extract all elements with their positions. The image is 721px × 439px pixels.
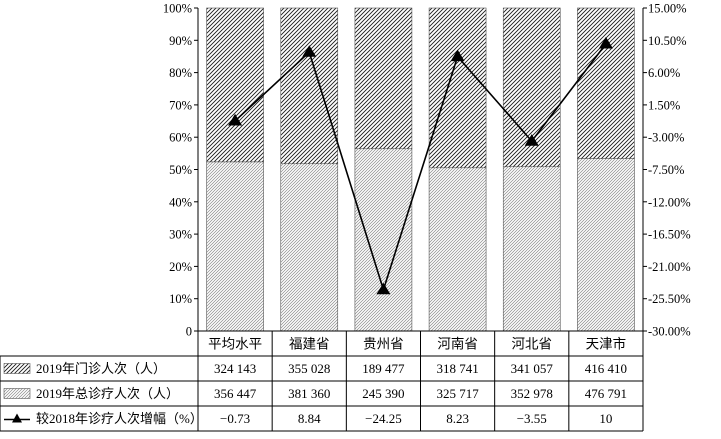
data-label: 476 791: [585, 386, 627, 401]
series-name: 较2018年诊疗人次增幅（%）: [36, 411, 203, 426]
right-axis-tick-label: -3.00%: [648, 131, 684, 145]
data-label: 8.23: [446, 411, 469, 426]
triangle-marker: [450, 49, 465, 62]
bar-total-visits: [354, 148, 413, 332]
right-axis-tick-label: 1.50%: [648, 98, 680, 112]
bar-outpatient-visits: [428, 7, 487, 169]
data-table: 平均水平 福建省 贵州省 河南省 河北省 天津市 2019年门诊人次（人） 324 143 35…: [0, 330, 644, 432]
data-label: 324 143: [214, 361, 256, 376]
right-axis-tick-label: -16.50%: [648, 228, 691, 242]
right-axis-tick-label: 10.50%: [648, 34, 687, 48]
data-label: −0.73: [220, 411, 250, 426]
data-label: 352 978: [511, 386, 553, 401]
series-name: 2019年总诊疗人次（人）: [36, 386, 179, 401]
right-axis-tick-label: 6.00%: [648, 66, 680, 80]
left-axis-tick-label: 40%: [169, 195, 192, 209]
bar-total-visits: [428, 167, 487, 332]
category-label: 天津市: [586, 336, 627, 352]
data-label: 381 360: [288, 386, 330, 401]
data-label: 10: [599, 411, 612, 426]
triangle-marker: [376, 282, 391, 295]
bar-total-visits: [280, 163, 339, 332]
left-axis-tick-label: 50%: [169, 163, 192, 177]
right-axis-tick-label: -25.50%: [648, 292, 691, 306]
left-axis-tick-label: 70%: [169, 98, 192, 112]
bar-total-visits: [502, 166, 561, 332]
right-axis-tick-label: 15.00%: [648, 2, 687, 16]
left-axis-tick-label: 10%: [169, 292, 192, 306]
data-label: 416 410: [585, 361, 627, 376]
right-axis-tick-label: -12.00%: [648, 195, 691, 209]
legend-key-outpatient: [3, 363, 31, 374]
growth-line-path: [234, 43, 607, 293]
triangle-marker: [598, 36, 613, 49]
right-axis-tick-label: -21.00%: [648, 260, 691, 274]
triangle-marker: [228, 113, 243, 126]
right-axis-tick-label: -7.50%: [648, 163, 684, 177]
category-label: 河北省: [512, 337, 553, 352]
triangle-marker: [302, 45, 317, 57]
axes: 0 10% 20% 30% 40% 50% 60% 70% 80% 90% 100% 15.00% 10…: [163, 2, 691, 339]
category-label: 贵州省: [363, 337, 404, 352]
right-axis-tick-label: -30.00%: [648, 325, 691, 339]
bar-outpatient-visits: [577, 7, 635, 159]
bar-total-visits: [206, 161, 264, 332]
bars: [206, 7, 635, 332]
data-label: 325 717: [436, 386, 479, 401]
category-label: 河南省: [437, 337, 478, 352]
data-label: 318 741: [436, 361, 478, 376]
bar-outpatient-visits: [354, 7, 413, 150]
bar-outpatient-visits: [206, 7, 264, 163]
left-axis-tick-label: 60%: [169, 131, 192, 145]
left-axis-tick-label: 0: [186, 325, 192, 339]
category-label: 福建省: [289, 337, 330, 352]
legend-key-total: [3, 388, 31, 399]
growth-line: [228, 36, 613, 295]
left-axis-tick-label: 30%: [169, 228, 192, 242]
series-name: 2019年门诊人次（人）: [36, 361, 166, 376]
triangle-marker: [524, 134, 539, 146]
data-label: −24.25: [365, 411, 402, 426]
left-axis-tick-label: 20%: [169, 260, 192, 274]
data-label: 189 477: [362, 361, 405, 376]
bar-total-visits: [577, 158, 635, 332]
data-label: 355 028: [288, 361, 330, 376]
left-axis-tick-label: 80%: [169, 66, 192, 80]
bar-outpatient-visits: [280, 7, 339, 165]
data-label: 8.84: [298, 411, 321, 426]
data-label: 245 390: [362, 386, 404, 401]
legend-key-triangle: [12, 413, 22, 423]
left-axis-tick-label: 100%: [163, 2, 192, 16]
data-label: 341 057: [511, 361, 554, 376]
category-label: 平均水平: [208, 337, 262, 352]
left-axis-tick-label: 90%: [169, 34, 192, 48]
data-label: −3.55: [517, 411, 547, 426]
data-label: 356 447: [214, 386, 257, 401]
